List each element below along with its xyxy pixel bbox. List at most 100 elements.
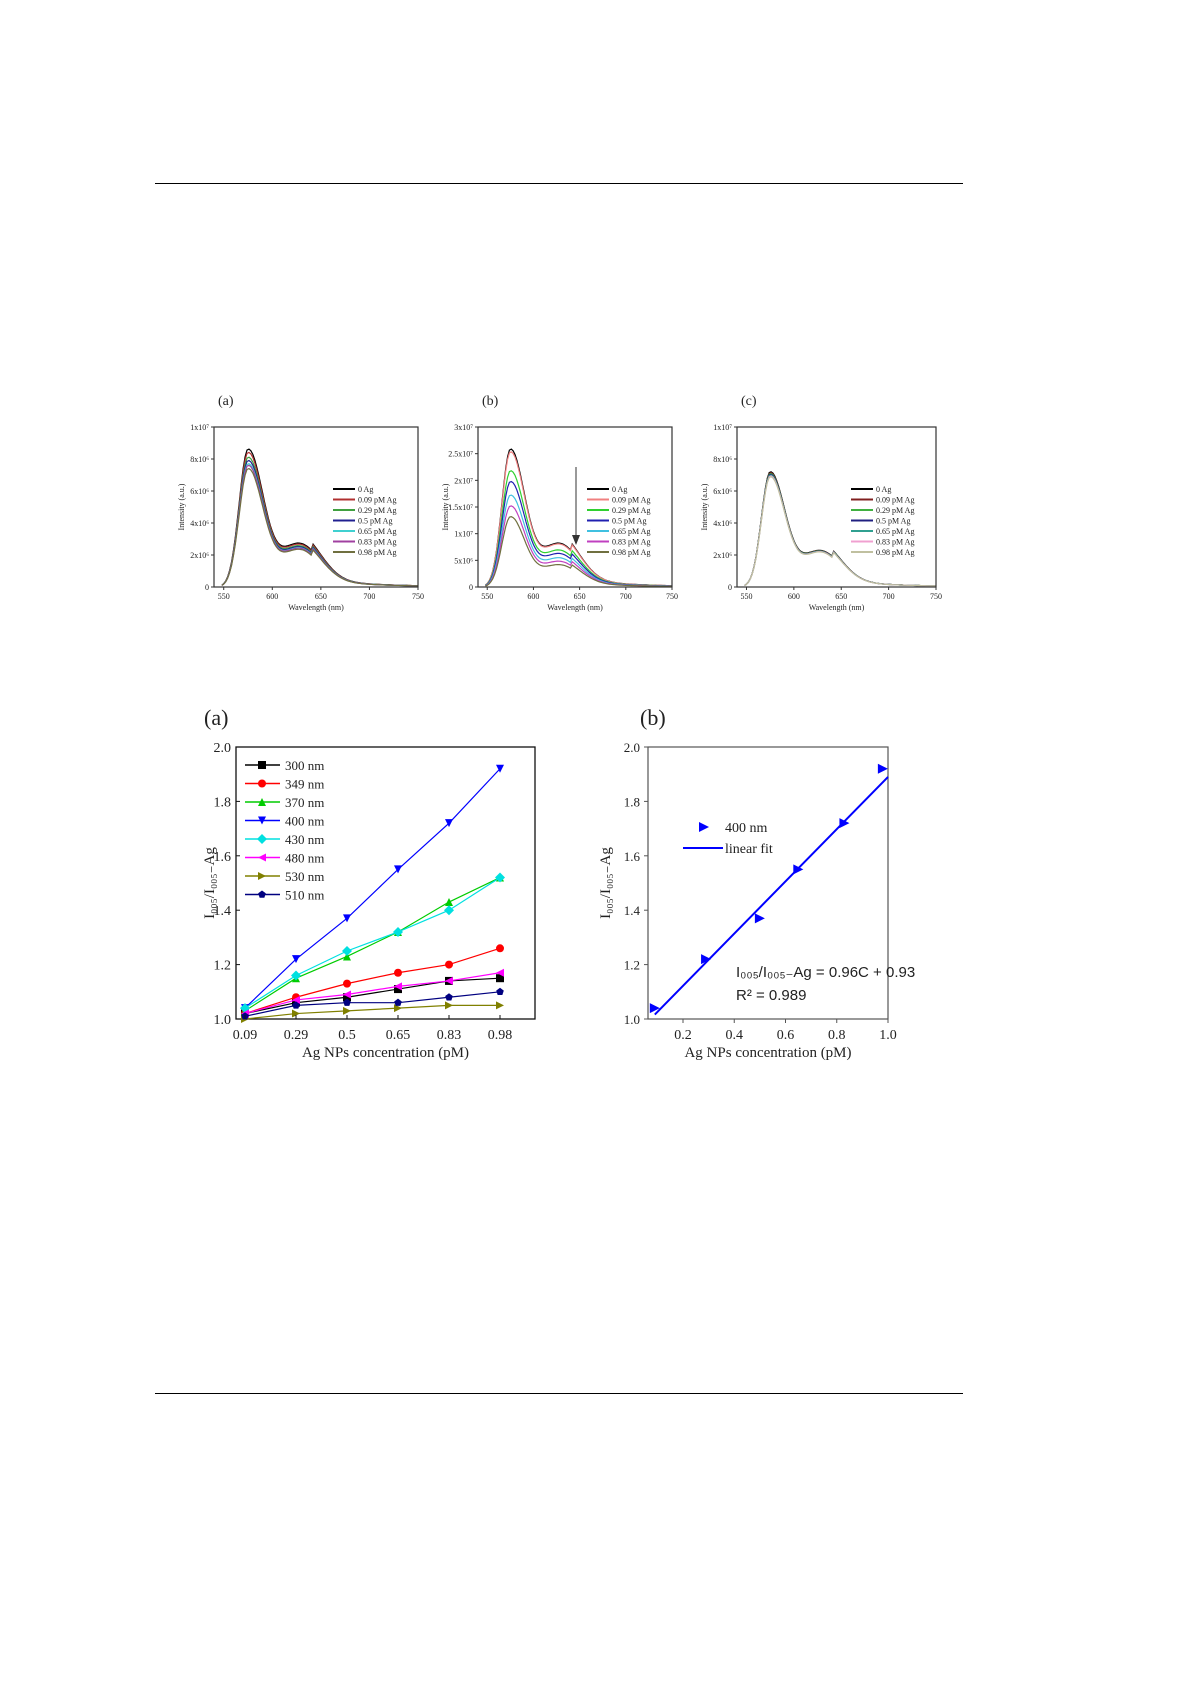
x-tick-label: 0.6 — [777, 1028, 795, 1043]
panel-label: (b) — [482, 394, 499, 409]
y-tick-label: 1.4 — [624, 903, 641, 918]
legend-label: 0.65 pM Ag — [612, 527, 650, 536]
y-tick-label: 4x10⁶ — [713, 519, 732, 528]
data-point — [877, 763, 888, 774]
data-point — [258, 798, 266, 806]
legend-label: 0 Ag — [876, 485, 891, 494]
x-tick-label: 700 — [363, 592, 375, 601]
legend-label: 0.5 pM Ag — [612, 517, 646, 526]
data-point — [496, 1001, 504, 1010]
data-point — [343, 990, 351, 999]
data-point — [292, 955, 300, 964]
y-tick-label: 1.8 — [214, 795, 232, 810]
series-line — [244, 877, 501, 1009]
panel-label: (c) — [741, 394, 757, 409]
x-tick-label: 600 — [788, 592, 800, 601]
chart-fig2b: (b) 1.0 1.2 1.4 1.6 1.8 2.0 0.2 0.4 0.6 0.8 1.0 Ag N… — [598, 705, 915, 1061]
x-tick-label: 0.29 — [284, 1028, 309, 1043]
series-line — [244, 768, 501, 1009]
x-tick-label: 0.65 — [386, 1028, 411, 1043]
x-tick-label: 0.5 — [338, 1028, 356, 1043]
legend-label: 510 nm — [285, 888, 324, 903]
y-tick-label: 1x10⁷ — [713, 423, 732, 432]
legend-label: 0 Ag — [612, 485, 627, 494]
y-axis-label: I₀₀₅/I₀₀₅₋Ag — [598, 847, 614, 919]
data-point — [291, 970, 301, 981]
x-tick-label: 600 — [527, 592, 539, 601]
data-point — [343, 993, 351, 1002]
fit-annotation: I₀₀₅/I₀₀₅₋Ag = 0.96C + 0.93 — [736, 964, 915, 981]
y-tick-label: 1.0 — [624, 1012, 640, 1027]
x-tick-label: 650 — [835, 592, 847, 601]
y-tick-label: 8x10⁶ — [190, 455, 209, 464]
x-tick-label: 700 — [620, 592, 632, 601]
data-point — [496, 764, 504, 773]
y-tick-label: 2.5x10⁷ — [448, 450, 473, 459]
data-point — [258, 816, 266, 825]
fit-annotation: R² = 0.989 — [736, 987, 806, 1004]
series-line — [221, 464, 418, 587]
panel-label: (a) — [204, 705, 228, 730]
data-point — [292, 995, 300, 1004]
x-tick-label: 0.4 — [726, 1028, 744, 1043]
series-line — [244, 991, 501, 1017]
x-tick-label: 750 — [666, 592, 678, 601]
legend-label: 0.98 pM Ag — [612, 548, 650, 557]
chart-fig1a: (a) 0 2x10⁶ 4x10⁶ 6x10⁶ 8x10⁶ 1x10⁷ 550 600 650 70… — [177, 394, 424, 612]
series-line — [221, 467, 419, 587]
data-point — [393, 926, 403, 937]
legend-label: 0.65 pM Ag — [358, 527, 396, 536]
legend-label: 0.83 pM Ag — [876, 538, 914, 547]
y-tick-label: 1.2 — [624, 958, 640, 973]
y-tick-label: 4x10⁶ — [190, 519, 209, 528]
x-tick-label: 550 — [481, 592, 493, 601]
x-tick-label: 750 — [930, 592, 942, 601]
data-point — [258, 872, 266, 880]
x-tick-label: 0.83 — [437, 1028, 462, 1043]
legend-label: linear fit — [725, 842, 773, 857]
x-tick-label: 550 — [218, 592, 230, 601]
x-tick-label: 0.8 — [828, 1028, 846, 1043]
y-tick-label: 0 — [205, 583, 209, 592]
data-point — [292, 1009, 300, 1018]
legend-label: 0.09 pM Ag — [612, 496, 650, 505]
legend-label: 0.83 pM Ag — [612, 538, 650, 547]
y-tick-label: 2.0 — [624, 740, 640, 755]
y-tick-label: 6x10⁶ — [190, 487, 209, 496]
panel-label: (a) — [218, 394, 234, 409]
data-point — [445, 1001, 453, 1010]
arrow-head-icon — [572, 535, 580, 545]
x-tick-label: 0.2 — [674, 1028, 692, 1043]
y-tick-label: 2x10⁶ — [713, 551, 732, 560]
legend-label: 370 nm — [285, 795, 324, 810]
data-point — [496, 944, 504, 953]
y-tick-label: 0 — [728, 583, 732, 592]
y-tick-label: 2x10⁷ — [454, 476, 473, 485]
legend-label: 0.5 pM Ag — [876, 517, 910, 526]
y-tick-label: 2x10⁶ — [190, 551, 209, 560]
data-point — [343, 952, 351, 961]
legend-label: 0.98 pM Ag — [876, 548, 914, 557]
y-tick-label: 2.0 — [214, 741, 232, 756]
y-tick-label: 1.0 — [214, 1013, 232, 1028]
chart-fig1b: (b) 0 5x10⁶ 1x10⁷ 1.5x10⁷ 2x10⁷ 2.5x10⁷ 3x10⁷ 55… — [441, 394, 678, 612]
data-point — [496, 974, 504, 983]
data-point — [258, 761, 266, 769]
y-tick-label: 5x10⁶ — [454, 556, 473, 565]
legend-label: 0.65 pM Ag — [876, 527, 914, 536]
data-point — [445, 993, 453, 1001]
data-point — [445, 898, 453, 907]
x-tick-label: 650 — [315, 592, 327, 601]
series-line — [485, 516, 672, 587]
plot-frame — [213, 426, 419, 588]
y-axis-label: Intensity (a.u.) — [441, 483, 450, 530]
legend-label: 0.29 pM Ag — [358, 506, 396, 515]
data-point — [839, 818, 850, 829]
legend-label: 0.29 pM Ag — [876, 506, 914, 515]
data-point — [258, 890, 266, 898]
data-point — [649, 1003, 660, 1014]
legend-label: 0 Ag — [358, 485, 373, 494]
x-axis-label: Wavelength (nm) — [547, 603, 603, 612]
legend-label: 300 nm — [285, 758, 324, 773]
